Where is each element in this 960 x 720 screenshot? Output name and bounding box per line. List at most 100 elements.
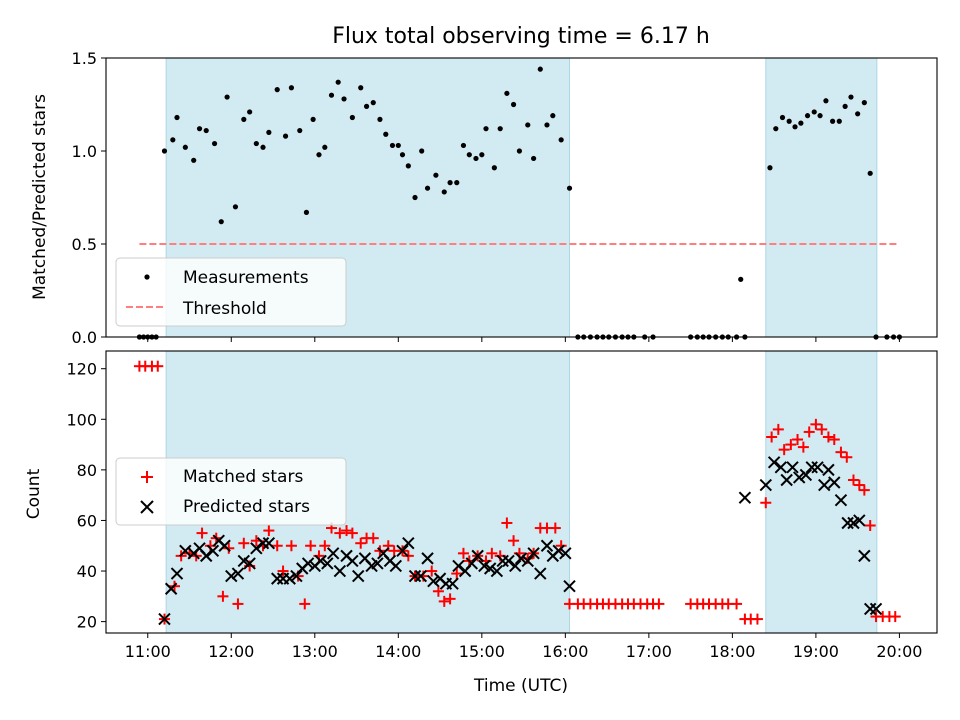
predicted-star-point-b [471,549,484,563]
matched-star-point [797,441,809,453]
legend-measurements-label: Measurements [183,268,309,288]
matched-star-point [841,451,853,463]
predicted-star-point-b [179,544,192,558]
bottom-panel: 11:00 12:00 13:00 14:00 15:00 16:00 17:00 18:00… [24,350,938,696]
measurement-point [363,103,370,109]
measurement-point [773,126,779,132]
predicted-star-point [853,514,866,527]
predicted-star-point [858,549,871,563]
legend-measurements-marker [144,274,150,280]
predicted-star-point-b [780,473,793,487]
predicted-star-point-b [834,494,848,507]
measurement-point [537,66,543,72]
predicted-star-point-b [514,552,528,565]
predicted-star-point-b [193,542,206,555]
predicted-star-point [243,557,256,570]
matched-star-point [778,444,790,456]
predicted-star-point [271,572,284,585]
matched-star-point [847,474,859,486]
predicted-star-point-b [290,569,303,583]
predicted-star-point-b [164,582,178,595]
bottom-panel-frame [105,350,938,634]
predicted-star-point-b [478,559,491,573]
predicted-star-point-b [759,478,772,492]
measurement-point [504,90,510,96]
matched-star-point [223,542,235,554]
measurement-point [558,137,564,143]
predicted-star-point-b [256,537,270,550]
predicted-star-point-b [314,554,327,568]
matched-star-point [803,426,815,438]
measurement-point [792,124,798,130]
measurement-point [253,140,259,147]
measurement-point [779,114,786,121]
measurement-point [328,92,335,98]
predicted-star-point [446,577,459,590]
predicted-star-point [179,544,192,558]
measurement-point [335,79,341,85]
measurement-point [510,101,517,108]
shaded-interval-1 [765,350,878,634]
predicted-star-point [521,554,534,568]
top-legend-frame [115,257,347,327]
predicted-star-point [869,602,883,616]
shaded-interval-1 [765,57,878,338]
predicted-star-point [841,516,854,530]
measurement-point [525,122,531,128]
measurement-point [395,142,401,149]
x-axis-label: Time (UTC) [473,676,568,696]
predicted-star-point-b [496,554,509,568]
top-legend: Measurements Threshold [115,257,347,327]
predicted-star-point [452,559,465,573]
measurement-point [274,87,280,93]
measurement-point [383,131,389,137]
measurement-point [182,144,188,150]
y-tick-label: 80 [77,461,97,480]
predicted-star-point-b [786,461,799,474]
measurement-point [161,148,168,154]
x-tick-label: 18:00 [709,642,755,661]
predicted-star-point [767,456,781,469]
measurement-point [399,152,406,158]
x-tick-label: 12:00 [208,642,254,661]
predicted-star-point [301,557,315,570]
y-tick-label: 40 [77,562,97,581]
y-tick-label: 0.0 [72,328,97,347]
measurement-point [767,165,773,171]
predicted-star-point-b [218,539,231,552]
y-tick-label: 1.5 [72,49,97,68]
matched-star-point [232,598,244,610]
matched-star-point [785,439,797,451]
predicted-star-point-b [427,574,440,588]
y-tick-label: 120 [66,360,97,379]
measurement-point [341,96,347,102]
predicted-star-point-b [358,552,372,565]
predicted-star-point [206,544,220,558]
predicted-star-point-b [346,554,359,568]
matched-star-point [305,540,317,552]
measurement-point [389,142,396,149]
matched-star-point [341,525,353,537]
predicted-star-point-b [446,577,459,590]
predicted-star-point-b [552,544,565,558]
predicted-star-point [218,539,231,552]
predicted-star-point-b [563,580,576,593]
predicted-star-point [514,552,528,565]
predicted-star-point [502,554,515,568]
measurement-point [370,100,376,106]
measurement-point [377,116,383,122]
predicted-star-point-b [853,514,866,527]
measurement-point [174,114,180,121]
measurement-point [191,157,197,163]
predicted-star-point [414,569,428,583]
predicted-star-point-b [170,567,184,580]
x-tick-label: 13:00 [292,642,338,661]
predicted-star-point-b [509,559,522,573]
matched-star-point [285,540,297,552]
measurement-point [424,185,431,191]
predicted-star-point [170,567,184,580]
predicted-star-point-b [818,478,831,492]
matched-star-point [238,537,250,549]
predicted-star-point-b [841,516,854,530]
predicted-star-point-b [869,602,883,616]
